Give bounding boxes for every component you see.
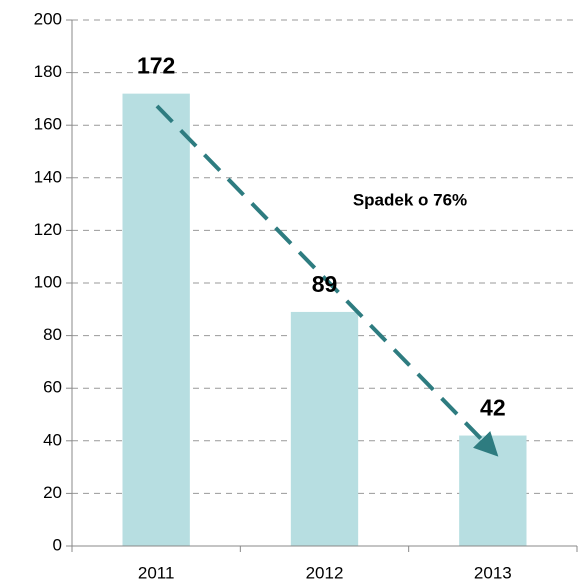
y-tick-label: 60: [43, 378, 62, 397]
x-tick-label: 2013: [474, 563, 512, 582]
y-tick-label: 140: [34, 167, 62, 186]
y-tick-label: 100: [34, 272, 62, 291]
data-label: 172: [137, 53, 175, 79]
bars: [122, 93, 527, 546]
x-tick-label: 2012: [306, 563, 344, 582]
bar: [122, 93, 190, 546]
data-label: 89: [312, 271, 338, 297]
y-tick-label: 20: [43, 483, 62, 502]
y-tick-label: 40: [43, 430, 62, 449]
trend-arrow: [155, 104, 499, 457]
y-tick-label: 0: [53, 535, 62, 554]
y-tick-label: 160: [34, 115, 62, 134]
y-tick-label: 200: [34, 9, 62, 28]
y-tick-label: 180: [34, 62, 62, 81]
annotation: Spadek o 76%: [353, 190, 467, 209]
bar: [290, 311, 359, 546]
x-tick-label: 2011: [138, 563, 175, 582]
y-tick-label: 120: [34, 220, 62, 239]
data-label: 42: [480, 395, 506, 421]
bar: [459, 435, 527, 546]
y-tick-label: 80: [43, 325, 62, 344]
